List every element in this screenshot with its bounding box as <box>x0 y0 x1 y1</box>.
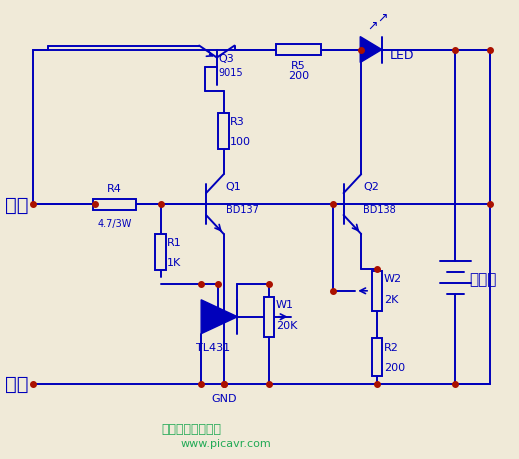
Text: R3: R3 <box>229 117 244 127</box>
Bar <box>372 338 383 376</box>
Text: ↗: ↗ <box>367 20 378 33</box>
Text: BD138: BD138 <box>363 205 396 215</box>
Text: Q3: Q3 <box>219 53 235 63</box>
Text: Q2: Q2 <box>363 182 379 192</box>
Text: 20K: 20K <box>276 320 297 330</box>
Text: ↗: ↗ <box>377 12 387 25</box>
Text: BD137: BD137 <box>226 205 258 215</box>
Text: 1K: 1K <box>167 257 181 267</box>
Text: 200: 200 <box>384 362 405 372</box>
Text: 2K: 2K <box>384 294 398 304</box>
Text: 4.7/3W: 4.7/3W <box>98 218 132 229</box>
Text: W1: W1 <box>276 299 294 309</box>
Bar <box>372 271 383 311</box>
Text: 100: 100 <box>229 137 251 147</box>
Text: www.picavr.com: www.picavr.com <box>181 438 271 448</box>
Text: 锂电池: 锂电池 <box>469 272 497 287</box>
Text: R1: R1 <box>167 237 182 247</box>
Text: 正极: 正极 <box>5 195 29 214</box>
Text: 负极: 负极 <box>5 374 29 393</box>
Text: TL431: TL431 <box>196 342 230 352</box>
Polygon shape <box>201 300 238 334</box>
Text: GND: GND <box>211 394 237 403</box>
Text: 东昌单片机学习网: 东昌单片机学习网 <box>161 422 221 435</box>
Bar <box>218 114 229 150</box>
Bar <box>93 199 136 210</box>
Bar <box>264 297 275 337</box>
Text: LED: LED <box>390 49 414 62</box>
Text: W2: W2 <box>384 273 402 283</box>
Text: 200: 200 <box>288 71 309 81</box>
Text: R4: R4 <box>107 184 122 194</box>
Text: R2: R2 <box>384 342 399 352</box>
Polygon shape <box>360 38 382 63</box>
Text: R5: R5 <box>291 62 306 71</box>
Text: 9015: 9015 <box>219 68 243 78</box>
Text: Q1: Q1 <box>226 182 241 192</box>
Bar <box>276 45 321 56</box>
Bar <box>156 235 166 270</box>
